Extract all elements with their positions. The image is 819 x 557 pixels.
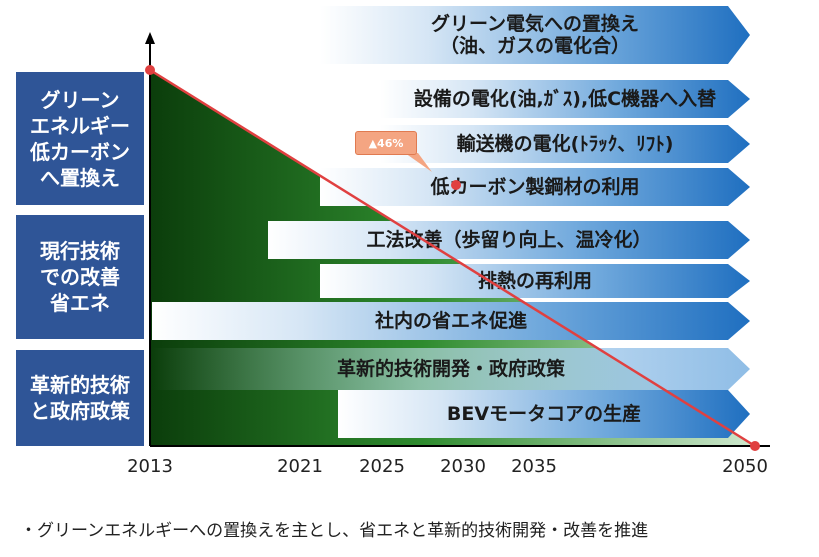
callout-pointer bbox=[405, 153, 432, 172]
arrow-process-improvement: 工法改善（歩留り向上、温冷化） bbox=[268, 221, 750, 259]
arrow-low-carbon-steel: 低カーボン製鋼材の利用 bbox=[320, 168, 750, 206]
x-tick-2035: 2035 bbox=[511, 456, 557, 477]
point-2013 bbox=[145, 65, 155, 75]
x-tick-2013: 2013 bbox=[127, 456, 173, 477]
arrow-energy-saving: 社内の省エネ促進 bbox=[152, 302, 750, 340]
y-axis-arrowhead bbox=[145, 32, 155, 44]
arrow-innovation-policy: 革新的技術開発・政府政策 bbox=[152, 348, 750, 390]
x-tick-2025: 2025 bbox=[359, 456, 405, 477]
x-tick-2050: 2050 bbox=[722, 456, 768, 477]
x-tick-2030: 2030 bbox=[440, 456, 486, 477]
arrow-equipment-electrification: 設備の電化(油,ｶﾞｽ),低C機器へ入替 bbox=[380, 80, 750, 118]
point-2030 bbox=[451, 180, 461, 190]
arrow-bev-motor-core: BEVモータコアの生産 bbox=[338, 390, 750, 438]
x-tick-2021: 2021 bbox=[277, 456, 323, 477]
arrow-green-electricity: グリーン電気への置換え （油、ガスの電化合） bbox=[320, 6, 750, 64]
category-innovation: 革新的技術 と政府政策 bbox=[16, 350, 144, 446]
point-2050 bbox=[750, 441, 760, 451]
category-green-energy: グリーン エネルギー 低カーボン へ置換え bbox=[16, 72, 144, 205]
arrow-transport-electrification: 輸送機の電化(ﾄﾗｯｸ、ﾘﾌﾄ) bbox=[380, 125, 750, 163]
arrow-waste-heat-reuse: 排熱の再利用 bbox=[320, 264, 750, 298]
footnote: ・グリーンエネルギーへの置換えを主とし、省エネと革新的技術開発・改善を推進 bbox=[20, 521, 649, 541]
reduction-callout: ▲46% bbox=[355, 131, 417, 155]
category-current-tech: 現行技術 での改善 省エネ bbox=[16, 215, 144, 339]
